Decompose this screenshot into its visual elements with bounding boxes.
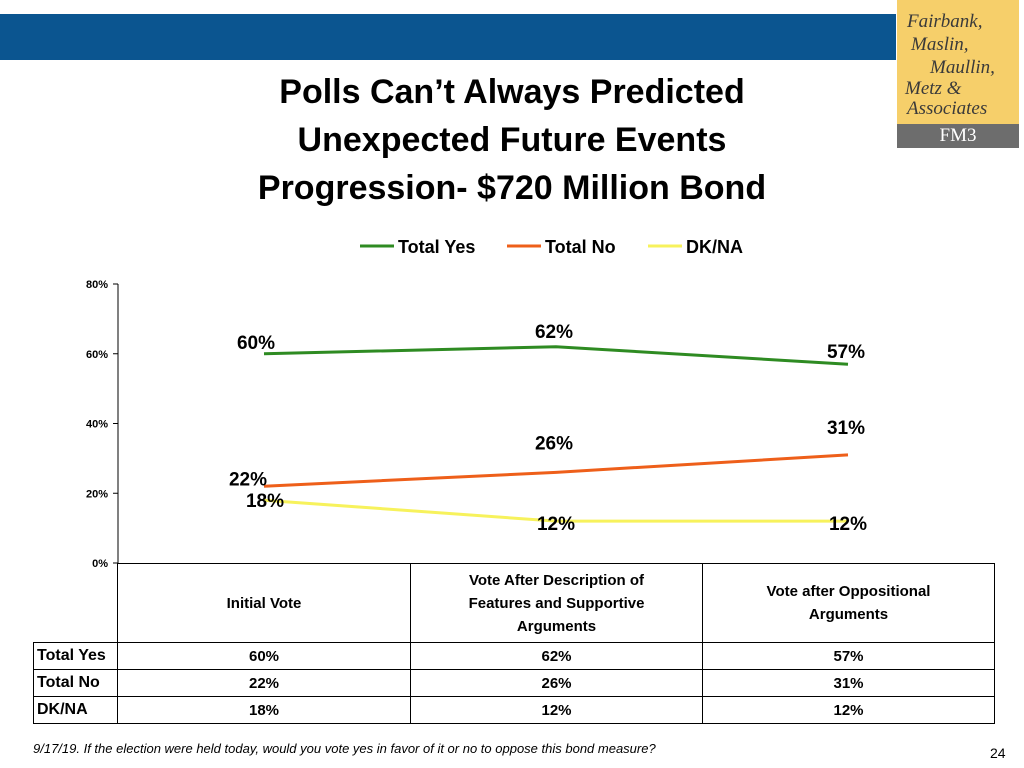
title-line: Polls Can’t Always Predicted — [279, 73, 745, 111]
table-corner — [33, 563, 118, 643]
table-cell: 18% — [117, 696, 411, 724]
table-cell: 22% — [117, 669, 411, 697]
table-cell: 26% — [410, 669, 703, 697]
header-line: Arguments — [516, 617, 597, 635]
table-header: Initial Vote — [117, 563, 411, 643]
table-row: Total No 22% 26% 31% — [33, 669, 995, 697]
row-label: Total No — [33, 669, 118, 697]
data-label: 60% — [237, 333, 275, 354]
header-line: Initial Vote — [226, 594, 302, 612]
page-number: 24 — [990, 745, 1006, 761]
table-row: DK/NA 18% 12% 12% — [33, 696, 995, 724]
page-title: Polls Can’t Always Predicted Unexpected … — [140, 68, 884, 212]
legend-label: DK/NA — [686, 237, 743, 257]
logo-line: Maslin, — [911, 34, 969, 55]
header-band — [0, 14, 896, 60]
data-label: 31% — [827, 418, 865, 439]
fm3-logo: Fairbank, Maslin, Maullin, Metz & Associ… — [897, 0, 1019, 148]
table-row: Total Yes 60% 62% 57% — [33, 642, 995, 670]
y-tick-label: 20% — [86, 488, 108, 500]
logo-line: Fairbank, — [907, 11, 983, 32]
data-table: Initial Vote Vote After Description of F… — [33, 563, 995, 724]
legend-label: Total No — [545, 237, 616, 257]
header-line: Vote After Description of — [468, 571, 644, 589]
title-line: Unexpected Future Events — [297, 121, 727, 159]
table-header: Vote After Description of Features and S… — [410, 563, 703, 643]
table-cell: 12% — [702, 696, 995, 724]
y-tick-label: 60% — [86, 349, 108, 361]
data-label: 18% — [246, 491, 284, 512]
title-line: Progression- $720 Million Bond — [257, 169, 767, 207]
logo-abbr: FM3 — [897, 124, 1019, 148]
row-label: DK/NA — [33, 696, 118, 724]
data-label: 12% — [537, 514, 575, 535]
table-cell: 57% — [702, 642, 995, 670]
series-line — [263, 498, 848, 523]
data-label: 22% — [229, 469, 267, 490]
series-line — [263, 345, 849, 366]
legend-label: Total Yes — [398, 237, 475, 257]
logo-line: Metz & — [905, 78, 962, 99]
table-cell: 31% — [702, 669, 995, 697]
data-label: 12% — [829, 514, 867, 535]
series-line — [263, 453, 849, 488]
header-line: Arguments — [808, 606, 889, 623]
logo-line: Associates — [907, 98, 988, 119]
logo-line: Maullin, — [930, 57, 995, 78]
data-label: 62% — [535, 322, 573, 343]
table-cell: 12% — [410, 696, 703, 724]
header-line: Vote after Oppositional — [766, 583, 931, 600]
data-label: 26% — [535, 433, 573, 454]
table-cell: 60% — [117, 642, 411, 670]
footnote: 9/17/19. If the election were held today… — [33, 741, 656, 756]
row-label: Total Yes — [33, 642, 118, 670]
table-header-row: Initial Vote Vote After Description of F… — [33, 563, 995, 643]
header-line: Features and Supportive — [468, 594, 645, 612]
y-tick-label: 80% — [86, 279, 108, 291]
y-tick-label: 40% — [86, 419, 108, 431]
table-cell: 62% — [410, 642, 703, 670]
table-header: Vote after Oppositional Arguments — [702, 563, 995, 643]
data-label: 57% — [827, 342, 865, 363]
